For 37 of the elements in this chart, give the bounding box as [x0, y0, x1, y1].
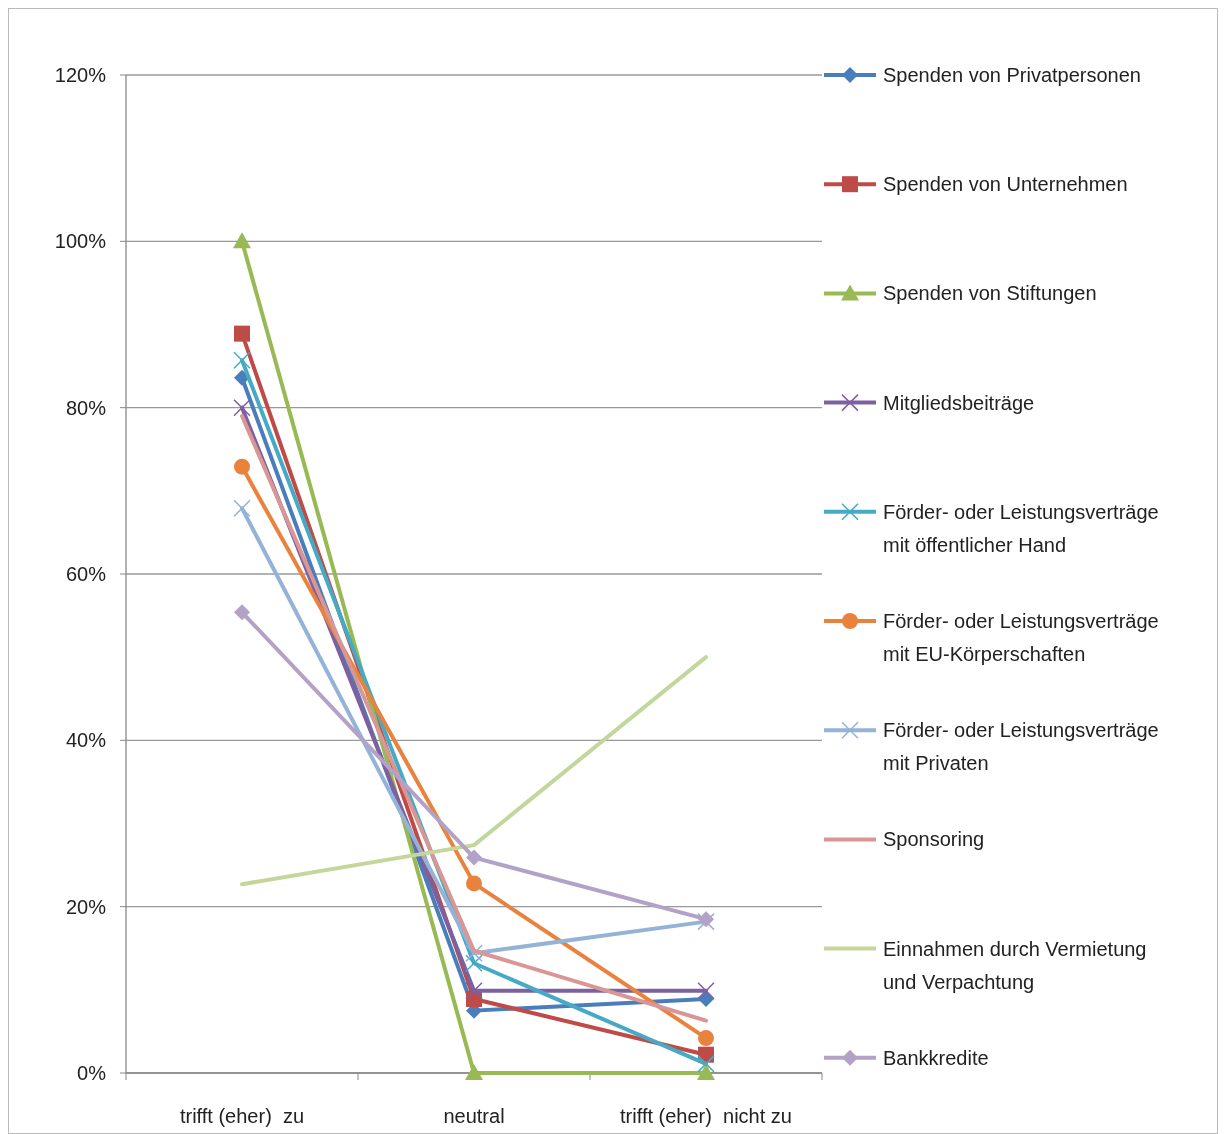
- point: [465, 954, 483, 972]
- legend-label: Förder- oder Leistungsverträge mit Privaten: [883, 719, 1159, 775]
- point: [465, 1064, 483, 1080]
- y-tick-label: 60%: [65, 563, 107, 585]
- point: [234, 325, 250, 342]
- point: [697, 981, 715, 1000]
- y-tick-label: 40%: [65, 729, 107, 752]
- legend-label: Einnahmen durch Vermietung und Verpachtung: [883, 937, 1147, 993]
- y-tick-label: 0%: [77, 1062, 107, 1084]
- y-tick-label: 20%: [65, 895, 107, 918]
- x-tick-label: neutral: [443, 1105, 505, 1127]
- x-tick-label: trifft (eher) zu: [179, 1105, 305, 1127]
- point: [233, 351, 251, 370]
- legend-label: Bankkredite: [883, 1046, 989, 1069]
- point: [698, 1030, 714, 1047]
- y-tick-label: 80%: [65, 396, 107, 419]
- y-tick-label: 120%: [54, 64, 107, 86]
- legend-label: Spenden von Stiftungen: [883, 282, 1097, 305]
- point: [697, 1064, 715, 1080]
- point: [466, 849, 482, 866]
- point: [234, 458, 250, 475]
- point: [233, 499, 251, 518]
- point: [233, 232, 251, 249]
- point: [233, 398, 251, 417]
- point: [465, 981, 483, 1000]
- legend-label: Spenden von Privatpersonen: [883, 64, 1141, 86]
- legend-label: Förder- oder Leistungsverträge mit öffentlicher Hand: [883, 500, 1159, 556]
- legend-label: Sponsoring: [883, 828, 985, 851]
- y-tick-label: 100%: [54, 230, 107, 253]
- point: [697, 1055, 715, 1073]
- legend-label: Spenden von Unternehmen: [883, 173, 1128, 196]
- point: [465, 944, 483, 962]
- legend-label: Mitgliedsbeiträge: [883, 391, 1035, 414]
- point: [234, 604, 250, 621]
- legend-label: Förder- oder Leistungsverträge mit EU-Körperschaften: [883, 610, 1159, 665]
- x-tick-label: trifft (eher) nicht zu: [620, 1105, 792, 1127]
- point: [466, 875, 482, 892]
